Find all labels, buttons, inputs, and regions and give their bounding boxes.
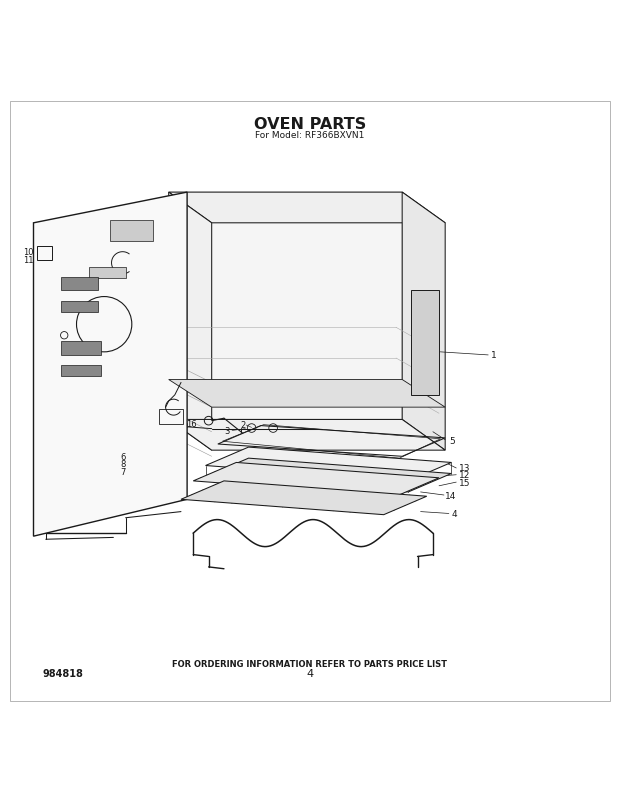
Polygon shape [169, 193, 211, 450]
Text: 10: 10 [23, 247, 33, 256]
Text: 5: 5 [450, 437, 455, 446]
Text: 8: 8 [120, 459, 126, 469]
Text: 13: 13 [459, 463, 470, 472]
Bar [61, 301, 98, 312]
Polygon shape [181, 481, 427, 515]
Polygon shape [206, 459, 451, 492]
Polygon shape [193, 463, 439, 496]
Bar [110, 221, 153, 242]
Text: 12: 12 [459, 471, 470, 479]
Text: 2: 2 [240, 420, 246, 430]
Text: 7: 7 [120, 467, 126, 476]
Text: 984818: 984818 [43, 668, 84, 679]
Bar [61, 342, 101, 356]
Text: 14: 14 [445, 491, 456, 500]
Text: 3: 3 [224, 426, 230, 435]
Polygon shape [206, 447, 451, 481]
Text: 4: 4 [451, 509, 457, 518]
Bar [61, 278, 98, 291]
Text: 15: 15 [459, 478, 470, 487]
Polygon shape [169, 380, 445, 408]
Polygon shape [169, 193, 445, 223]
Text: 6: 6 [120, 452, 126, 461]
Bar [61, 366, 101, 377]
Polygon shape [169, 420, 445, 450]
Polygon shape [402, 193, 445, 450]
Text: 4: 4 [306, 668, 314, 679]
Text: 16: 16 [186, 419, 197, 428]
Bar [412, 291, 439, 395]
Text: 1: 1 [491, 351, 497, 360]
Text: eReplacementParts.com: eReplacementParts.com [242, 412, 378, 422]
Text: FOR ORDERING INFORMATION REFER TO PARTS PRICE LIST: FOR ORDERING INFORMATION REFER TO PARTS … [172, 659, 448, 669]
Bar [89, 267, 126, 279]
Text: 11: 11 [23, 256, 33, 265]
Bar [37, 247, 52, 260]
Text: For Model: RF366BXVN1: For Model: RF366BXVN1 [255, 131, 365, 141]
Text: OVEN PARTS: OVEN PARTS [254, 116, 366, 132]
Polygon shape [169, 193, 402, 420]
Polygon shape [33, 193, 187, 536]
Bar [159, 410, 183, 425]
